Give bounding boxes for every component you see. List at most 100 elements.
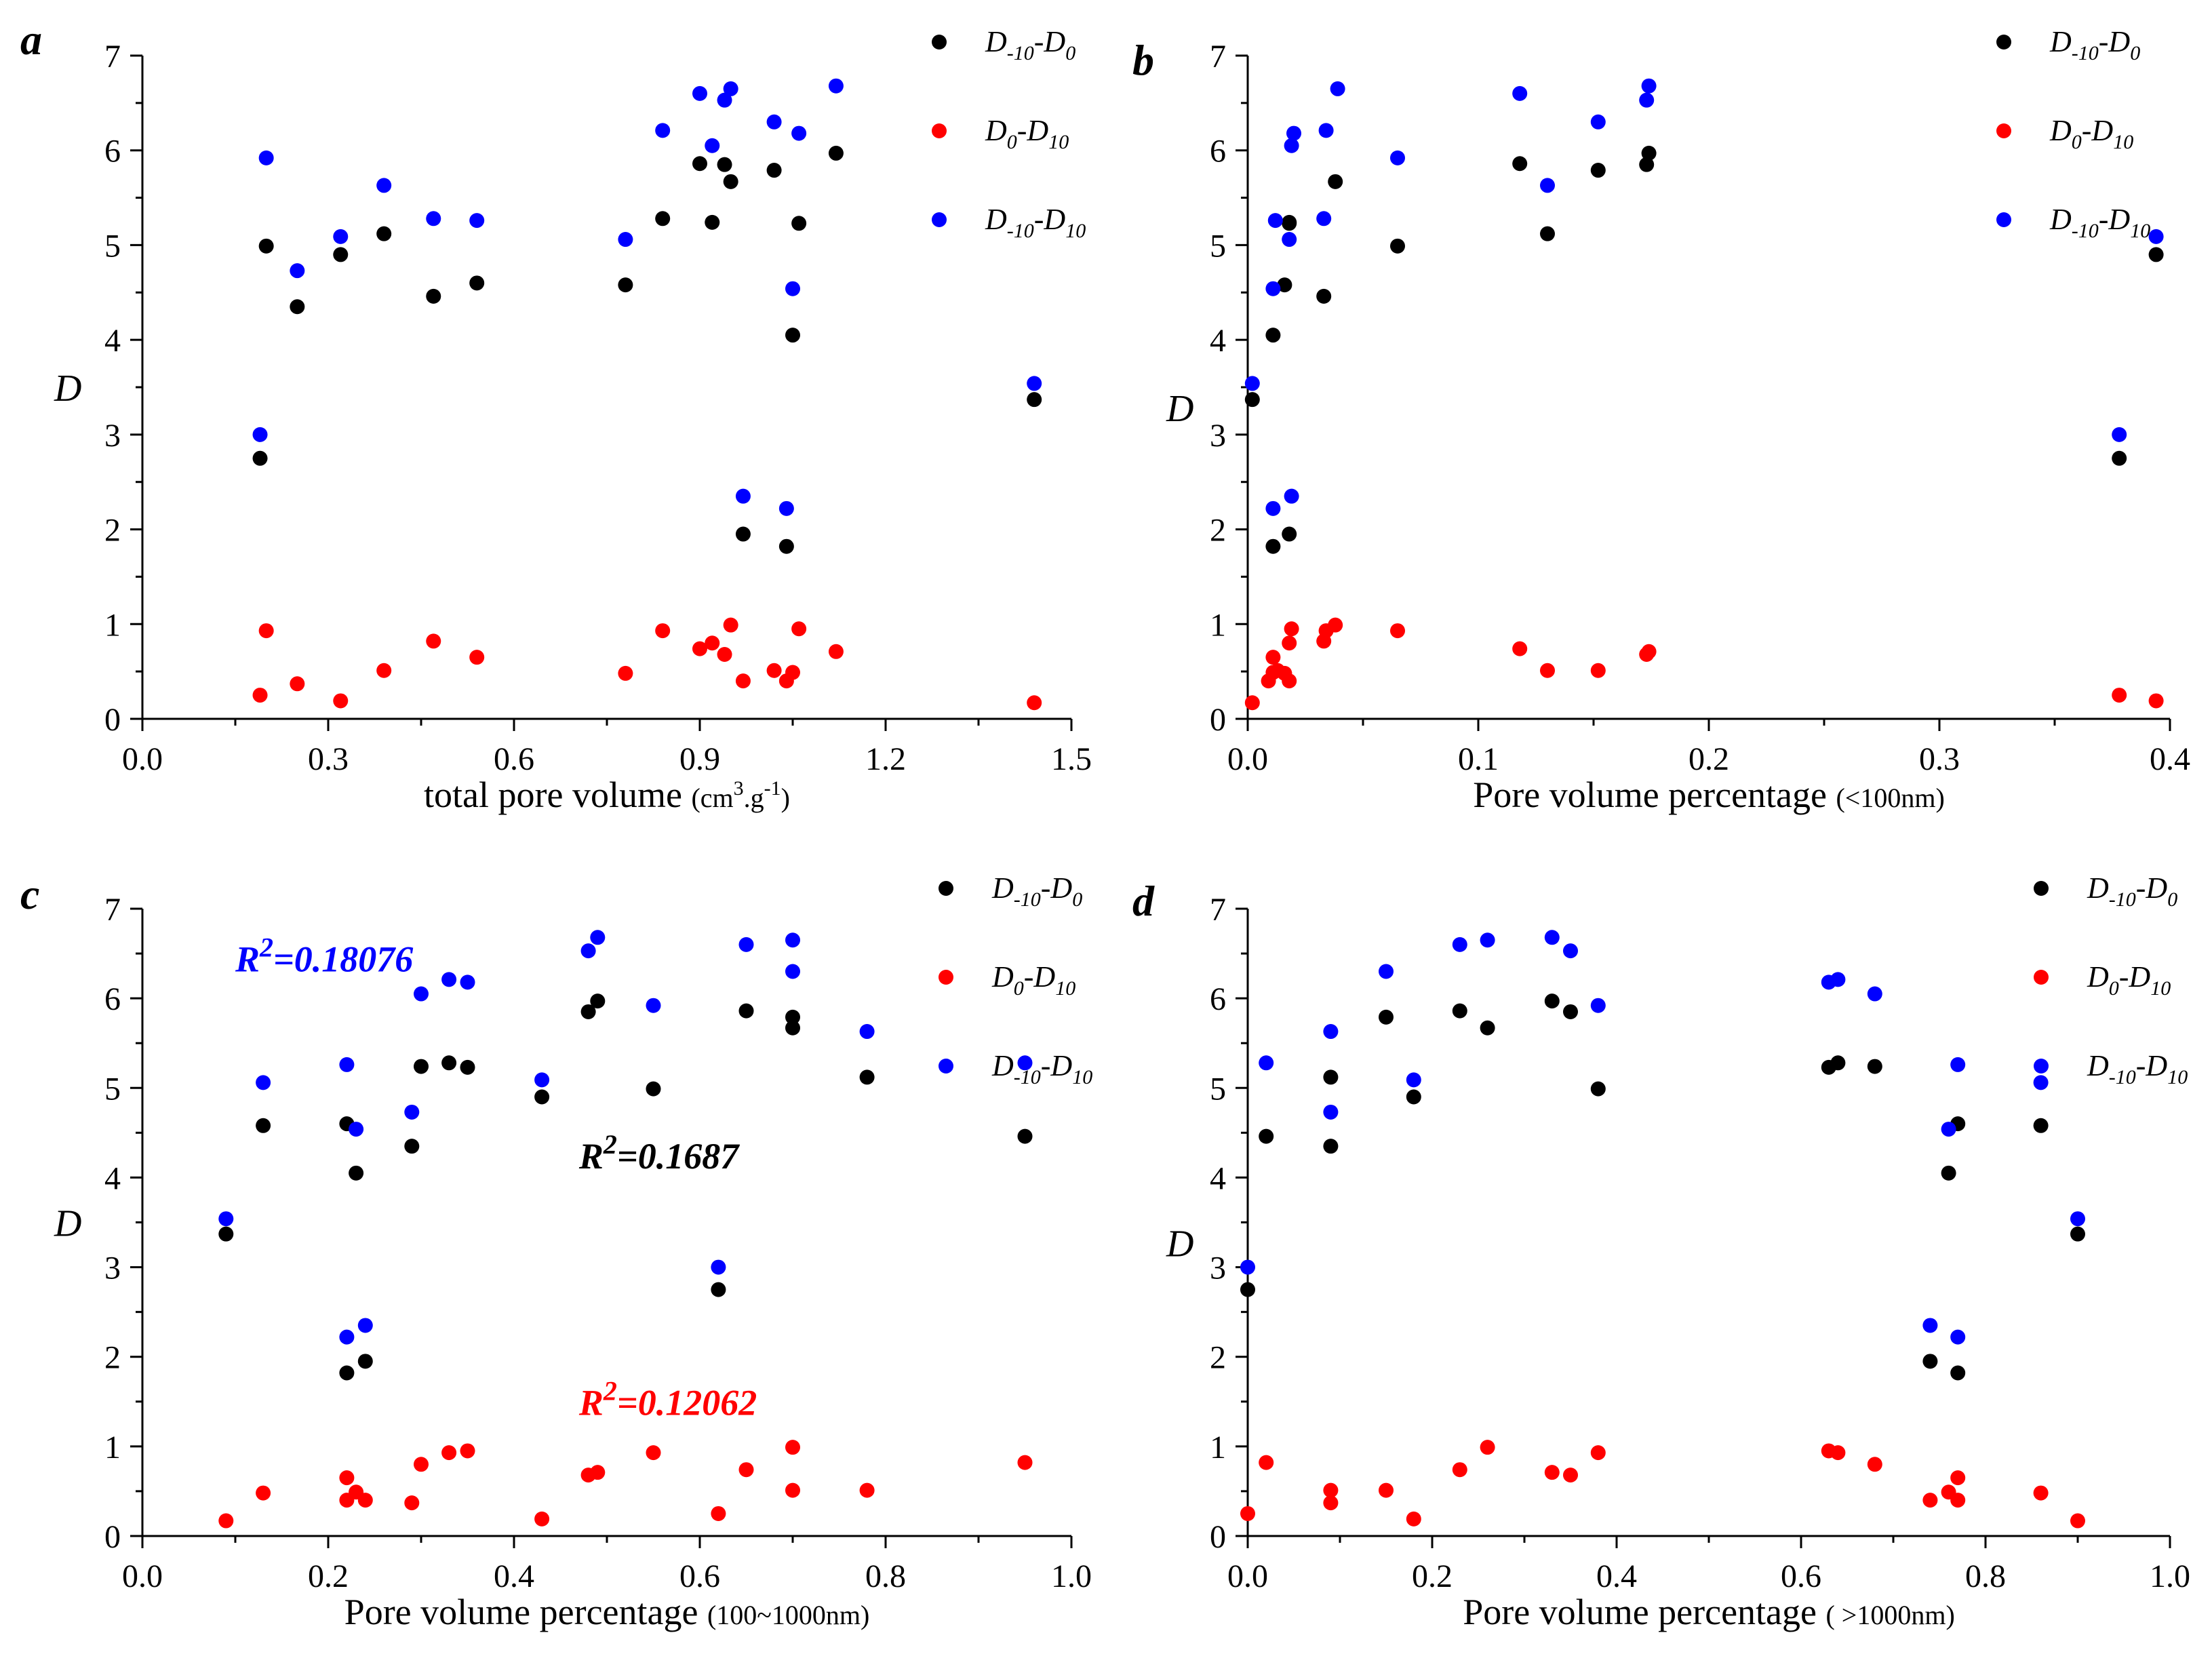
data-point-black [785, 1009, 800, 1025]
x-tick-label: 0.3 [1919, 741, 1960, 777]
y-tick-label: 6 [1210, 981, 1226, 1017]
x-tick-label: 0.0 [1227, 741, 1268, 777]
data-point-blue [258, 150, 274, 165]
data-point-black [738, 1003, 754, 1019]
data-point-red [785, 1482, 800, 1498]
data-point-blue [705, 138, 720, 153]
data-point-black [218, 1226, 234, 1242]
y-tick-label: 6 [1210, 134, 1226, 170]
data-point-red [692, 641, 707, 656]
y-tick-label: 1 [104, 1430, 121, 1465]
data-point-blue [1544, 930, 1560, 945]
x-tick-label: 0.0 [1227, 1558, 1268, 1594]
data-point-blue [1265, 500, 1281, 516]
data-point-black [1027, 392, 1042, 408]
legend-label: D-10-D10 [991, 1049, 1092, 1088]
data-point-black [1017, 1128, 1033, 1144]
data-point-blue [1512, 85, 1528, 101]
data-point-black [1563, 1004, 1578, 1019]
legend-label: D-10-D0 [2087, 871, 2177, 911]
data-point-blue [738, 937, 754, 952]
x-tick-label: 0.0 [122, 1558, 163, 1594]
panel-letter: d [1132, 877, 1155, 925]
y-tick-label: 4 [104, 323, 121, 359]
data-point-black [349, 1165, 364, 1181]
data-point-red [1323, 1495, 1339, 1511]
legend-label: D-10-D10 [2087, 1049, 2188, 1088]
data-point-red [469, 650, 485, 665]
data-point-blue [1017, 1055, 1033, 1071]
y-tick-label: 7 [1210, 39, 1226, 75]
y-tick-label: 5 [1210, 228, 1226, 264]
data-point-black [1590, 1081, 1606, 1097]
data-point-red [258, 623, 274, 639]
data-point-blue [333, 229, 349, 244]
data-point-red [1590, 663, 1606, 678]
legend-label: D0-D10 [2049, 114, 2133, 153]
x-tick-label: 1.5 [1051, 741, 1092, 777]
y-tick-label: 0 [104, 1519, 121, 1555]
data-point-black [426, 288, 441, 304]
y-tick-label: 4 [1210, 1160, 1226, 1196]
data-point-black [580, 1004, 596, 1019]
data-point-black [1540, 226, 1555, 241]
data-point-red [705, 635, 720, 651]
data-point-blue [655, 123, 671, 138]
r2-annotation-red: R2=0.12062 [578, 1376, 757, 1423]
data-point-black [339, 1365, 355, 1381]
data-point-black [1452, 1003, 1467, 1019]
data-point-black [1830, 1055, 1846, 1071]
data-point-red [859, 1482, 875, 1498]
data-point-red [717, 646, 732, 662]
data-point-red [404, 1495, 420, 1511]
data-point-red [414, 1457, 429, 1472]
data-point-red [1265, 650, 1281, 665]
data-point-red [256, 1485, 271, 1501]
data-point-red [2033, 1485, 2049, 1501]
panel-c: c 0.0 0.2 0.4 0.6 0.8 1.0 0 1 2 3 4 5 6 7 D Pore volume … [20, 870, 1092, 1632]
data-point-red [1544, 1465, 1560, 1480]
y-tick-label: 5 [104, 1071, 121, 1107]
y-axis-label: D [54, 1203, 81, 1245]
data-point-black [357, 1354, 373, 1369]
data-point-black [414, 1059, 429, 1074]
r2-annotation-blue: R2=0.18076 [235, 932, 413, 980]
data-point-red [655, 623, 671, 639]
data-point-blue [357, 1318, 373, 1333]
data-point-black [333, 247, 349, 262]
data-point-black [723, 174, 738, 189]
y-tick-label: 3 [1210, 418, 1226, 454]
data-point-black [1240, 1282, 1255, 1297]
data-point-blue [2148, 229, 2164, 244]
data-point-black [1265, 538, 1281, 554]
y-tick-label: 0 [104, 702, 121, 738]
y-tick-label: 5 [1210, 1071, 1226, 1107]
data-point-blue [2112, 427, 2127, 442]
data-point-blue [256, 1075, 271, 1090]
data-point-blue [376, 178, 392, 193]
data-point-red [1017, 1455, 1033, 1470]
data-point-black [404, 1139, 420, 1154]
data-point-black [1867, 1059, 1882, 1074]
data-point-black [1259, 1128, 1274, 1144]
data-point-red [1282, 673, 1297, 689]
x-axis-title: Pore volume percentage ( >1000nm) [1463, 1592, 1955, 1632]
data-point-black [859, 1069, 875, 1085]
data-point-blue [1830, 972, 1846, 987]
data-point-blue [404, 1104, 420, 1120]
data-point-blue [1639, 92, 1655, 108]
data-point-blue [460, 974, 475, 990]
data-point-black [290, 299, 305, 315]
data-point-blue [766, 114, 782, 130]
data-point-red [723, 617, 738, 633]
data-point-blue [1867, 986, 1882, 1002]
data-point-blue [1390, 150, 1405, 165]
data-point-red [426, 633, 441, 649]
data-point-blue [1284, 488, 1299, 504]
data-point-black [258, 238, 274, 254]
data-point-red [534, 1511, 550, 1527]
data-point-red [1284, 621, 1299, 637]
x-tick-label: 0.1 [1458, 741, 1499, 777]
data-point-blue [1318, 123, 1334, 138]
